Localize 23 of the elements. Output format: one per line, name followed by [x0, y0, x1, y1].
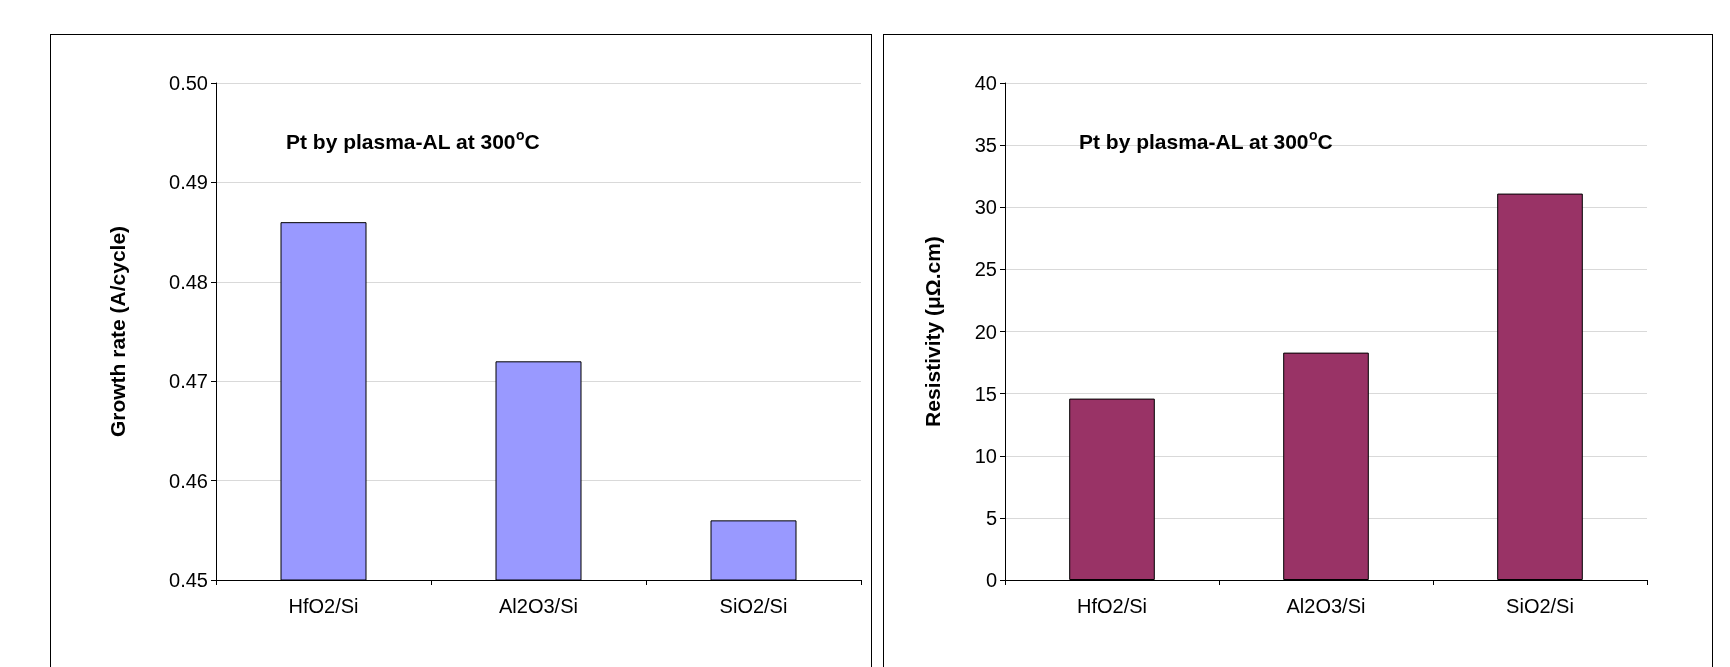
y-tick-label: 35 — [974, 134, 997, 157]
y-tick-label: 0.48 — [169, 270, 208, 293]
x-tick-label: HfO2/Si — [288, 595, 359, 617]
y-tick-label: 0.46 — [169, 469, 208, 492]
x-tick-label: Al2O3/Si — [499, 595, 578, 617]
y-tick-label: 20 — [974, 320, 997, 343]
x-tick-label: SiO2/Si — [719, 595, 788, 617]
y-tick-label: 25 — [974, 258, 997, 281]
y-tick-label: 0 — [985, 569, 997, 591]
y-tick-label: 30 — [974, 196, 997, 219]
y-tick-label: 0.45 — [169, 569, 208, 591]
y-axis-title: Resistivity (μΩ.cm) — [921, 236, 944, 427]
x-tick-label: Al2O3/Si — [1286, 595, 1366, 617]
y-tick-label: 0.50 — [169, 72, 208, 94]
x-tick-label: HfO2/Si — [1076, 595, 1148, 617]
x-tick-label: SiO2/Si — [1506, 595, 1574, 617]
y-tick-label: 15 — [974, 382, 997, 405]
y-tick-label: 40 — [974, 72, 997, 94]
y-tick-label: 10 — [974, 444, 997, 467]
y-axis-title: Growth rate (A/cycle) — [106, 225, 129, 438]
y-tick-label: 0.47 — [169, 370, 208, 393]
y-tick-label: 0.49 — [169, 171, 208, 194]
y-tick-label: 5 — [985, 506, 997, 529]
